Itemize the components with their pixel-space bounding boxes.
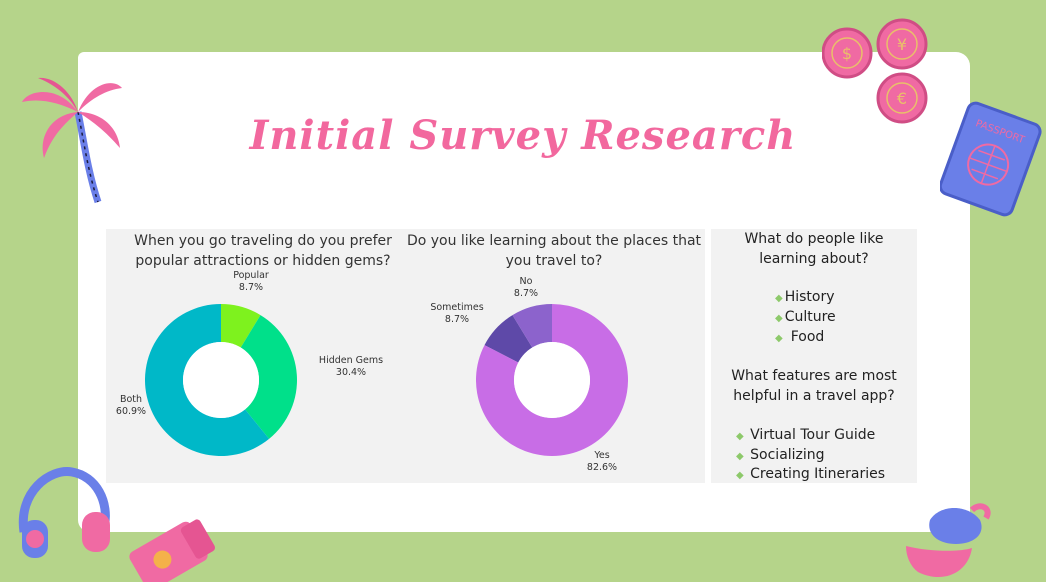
svg-text:¥: ¥ [897, 35, 907, 54]
diamond-bullet-icon: ◆ [775, 333, 783, 344]
diamond-bullet-icon: ◆ [775, 293, 783, 304]
chart2-slice-yes [476, 304, 628, 456]
chart1-label-hidden-gems: Hidden Gems 30.4% [318, 355, 384, 378]
chart2-slice-sometimes [512, 304, 552, 348]
chart1-slice-hidden-gems [240, 315, 297, 439]
chart1-label-both: Both 60.9% [115, 394, 147, 417]
list-item: ◆ Creating Itineraries [736, 466, 886, 482]
sunscreen-icon [129, 519, 216, 582]
list-item: ◆ Socializing [736, 447, 825, 463]
page-title: Initial Survey Research [249, 112, 797, 159]
chart2-label-sometimes: Sometimes 8.7% [430, 302, 484, 325]
diamond-bullet-icon: ◆ [775, 313, 783, 324]
side-question-2: What features are most helpful in a trav… [731, 368, 897, 404]
svg-text:$: $ [842, 44, 852, 63]
chart2-slice-no [484, 315, 533, 363]
sun-hat-icon [906, 503, 991, 578]
chart1-hole [183, 342, 259, 418]
passport-icon: PASSPORT [940, 101, 1042, 217]
coin-icon: $ ¥ € [822, 18, 928, 124]
chart2-donut [476, 304, 628, 456]
list-item: ◆ Virtual Tour Guide [736, 427, 876, 443]
chart1-donut [145, 304, 297, 456]
survey-charts-panel: When you go traveling do you prefer popu… [106, 229, 705, 483]
diamond-bullet-icon: ◆ [736, 451, 744, 462]
list-item: ◆ History [775, 289, 835, 305]
diamond-bullet-icon: ◆ [736, 431, 744, 442]
chart2-label-yes: Yes 82.6% [586, 450, 618, 473]
list-item: ◆ Culture [775, 309, 836, 325]
chart1-label-popular: Popular 8.7% [233, 270, 269, 293]
headphones-icon [18, 467, 110, 558]
chart1-slice-both [145, 304, 270, 456]
chart2-question: Do you like learning about the places th… [406, 233, 702, 269]
palm-tree-icon [22, 77, 122, 204]
chart2-label-no: No 8.7% [513, 276, 539, 299]
side-question-1: What do people like learning about? [744, 231, 884, 267]
findings-panel: What do people like learning about? ◆ His… [711, 229, 917, 483]
list-item: ◆ Food [775, 329, 825, 345]
chart1-question: When you go traveling do you prefer popu… [134, 233, 392, 269]
diamond-bullet-icon: ◆ [736, 470, 744, 481]
svg-text:€: € [897, 89, 907, 108]
chart2-hole [514, 342, 590, 418]
chart1-slice-popular [221, 304, 261, 348]
